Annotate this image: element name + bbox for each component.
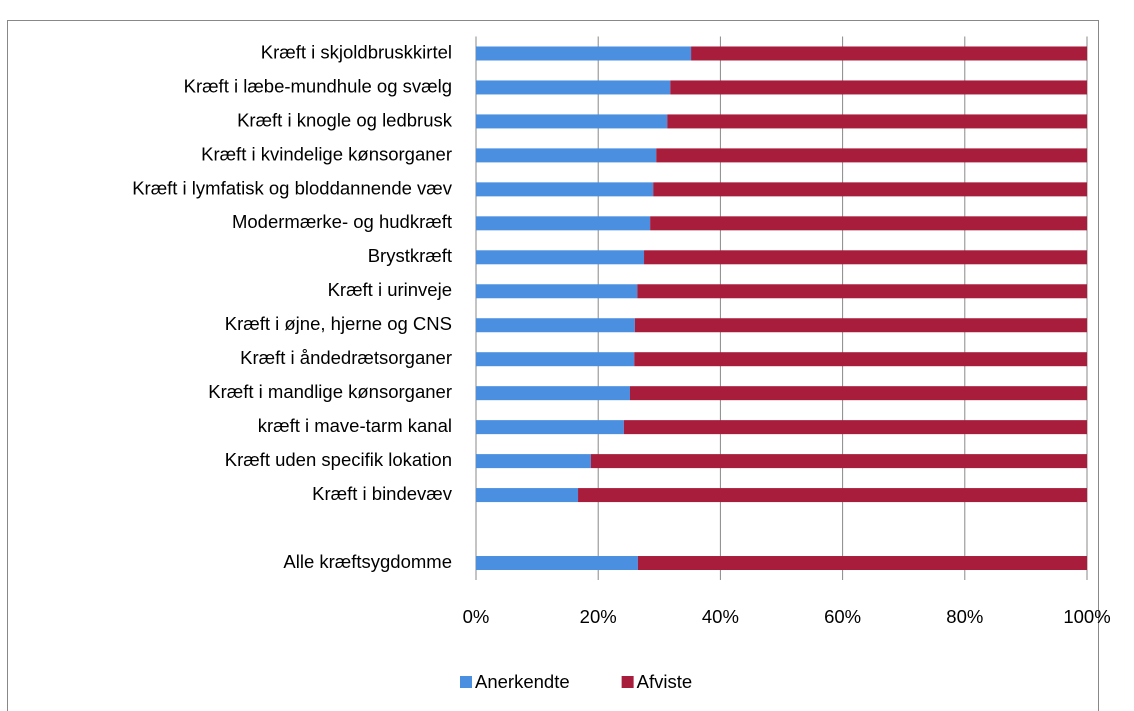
bar-segment	[650, 216, 1087, 231]
bar-segment	[476, 46, 692, 61]
y-tick-label: Kræft i knogle og ledbrusk	[237, 109, 453, 130]
bar-segment	[476, 250, 645, 265]
y-tick-label: Kræft i åndedrætsorganer	[240, 347, 452, 368]
legend-swatch	[621, 676, 634, 688]
bar-segment	[476, 420, 624, 435]
x-tick-label: 0%	[463, 606, 490, 627]
bar-segment	[476, 216, 651, 231]
x-tick-label: 60%	[824, 606, 861, 627]
bar-segment	[691, 46, 1087, 61]
bar-segment	[578, 488, 1087, 503]
chart-frame	[7, 20, 1099, 711]
x-tick-label: 40%	[702, 606, 739, 627]
y-tick-label: Kræft i kvindelige kønsorganer	[201, 143, 452, 164]
y-tick-label: Kræft i skjoldbruskkirtel	[261, 41, 452, 62]
bar-segment	[634, 318, 1087, 333]
bar-segment	[476, 284, 638, 299]
legend-label: Anerkendte	[475, 671, 570, 692]
x-tick-label: 80%	[946, 606, 983, 627]
bar-segment	[656, 148, 1087, 163]
bar-segment	[476, 182, 654, 197]
bar-segment	[476, 386, 630, 401]
legend-swatch	[460, 676, 472, 688]
y-tick-label: Kræft i læbe-mundhule og svælg	[184, 75, 452, 96]
x-tick-label: 20%	[580, 606, 617, 627]
bar-segment	[590, 454, 1087, 469]
y-tick-label: Modermærke- og hudkræft	[232, 211, 452, 232]
bar-segment	[476, 80, 671, 95]
bar-segment	[653, 182, 1087, 197]
y-tick-label: Kræft i mandlige kønsorganer	[208, 381, 452, 402]
bar-segment	[476, 352, 635, 367]
bar-segment	[629, 386, 1087, 401]
legend-label: Afviste	[637, 671, 693, 692]
y-tick-label: Brystkræft	[368, 245, 452, 266]
bar-segment	[476, 148, 657, 163]
bar-segment	[667, 114, 1087, 129]
y-tick-label: Alle kræftsygdomme	[283, 551, 452, 572]
bar-segment	[623, 420, 1087, 435]
y-tick-label: Kræft uden specifik lokation	[225, 449, 452, 470]
bar-segment	[476, 488, 579, 503]
bar-segment	[476, 556, 638, 571]
y-tick-label: Kræft i øjne, hjerne og CNS	[225, 313, 452, 334]
x-tick-label: 100%	[1063, 606, 1110, 627]
bar-segment	[644, 250, 1087, 265]
y-tick-label: Kræft i urinveje	[328, 279, 452, 300]
y-tick-label: Kræft i bindevæv	[312, 483, 453, 504]
y-tick-label: kræft i mave-tarm kanal	[258, 415, 452, 436]
bar-segment	[634, 352, 1087, 367]
bar-segment	[637, 556, 1087, 571]
y-tick-label: Kræft i lymfatisk og bloddannende væv	[132, 177, 453, 198]
bar-segment	[476, 114, 668, 129]
bar-segment	[637, 284, 1087, 299]
bar-segment	[476, 318, 635, 333]
bar-segment	[476, 454, 591, 469]
bar-segment	[670, 80, 1087, 95]
